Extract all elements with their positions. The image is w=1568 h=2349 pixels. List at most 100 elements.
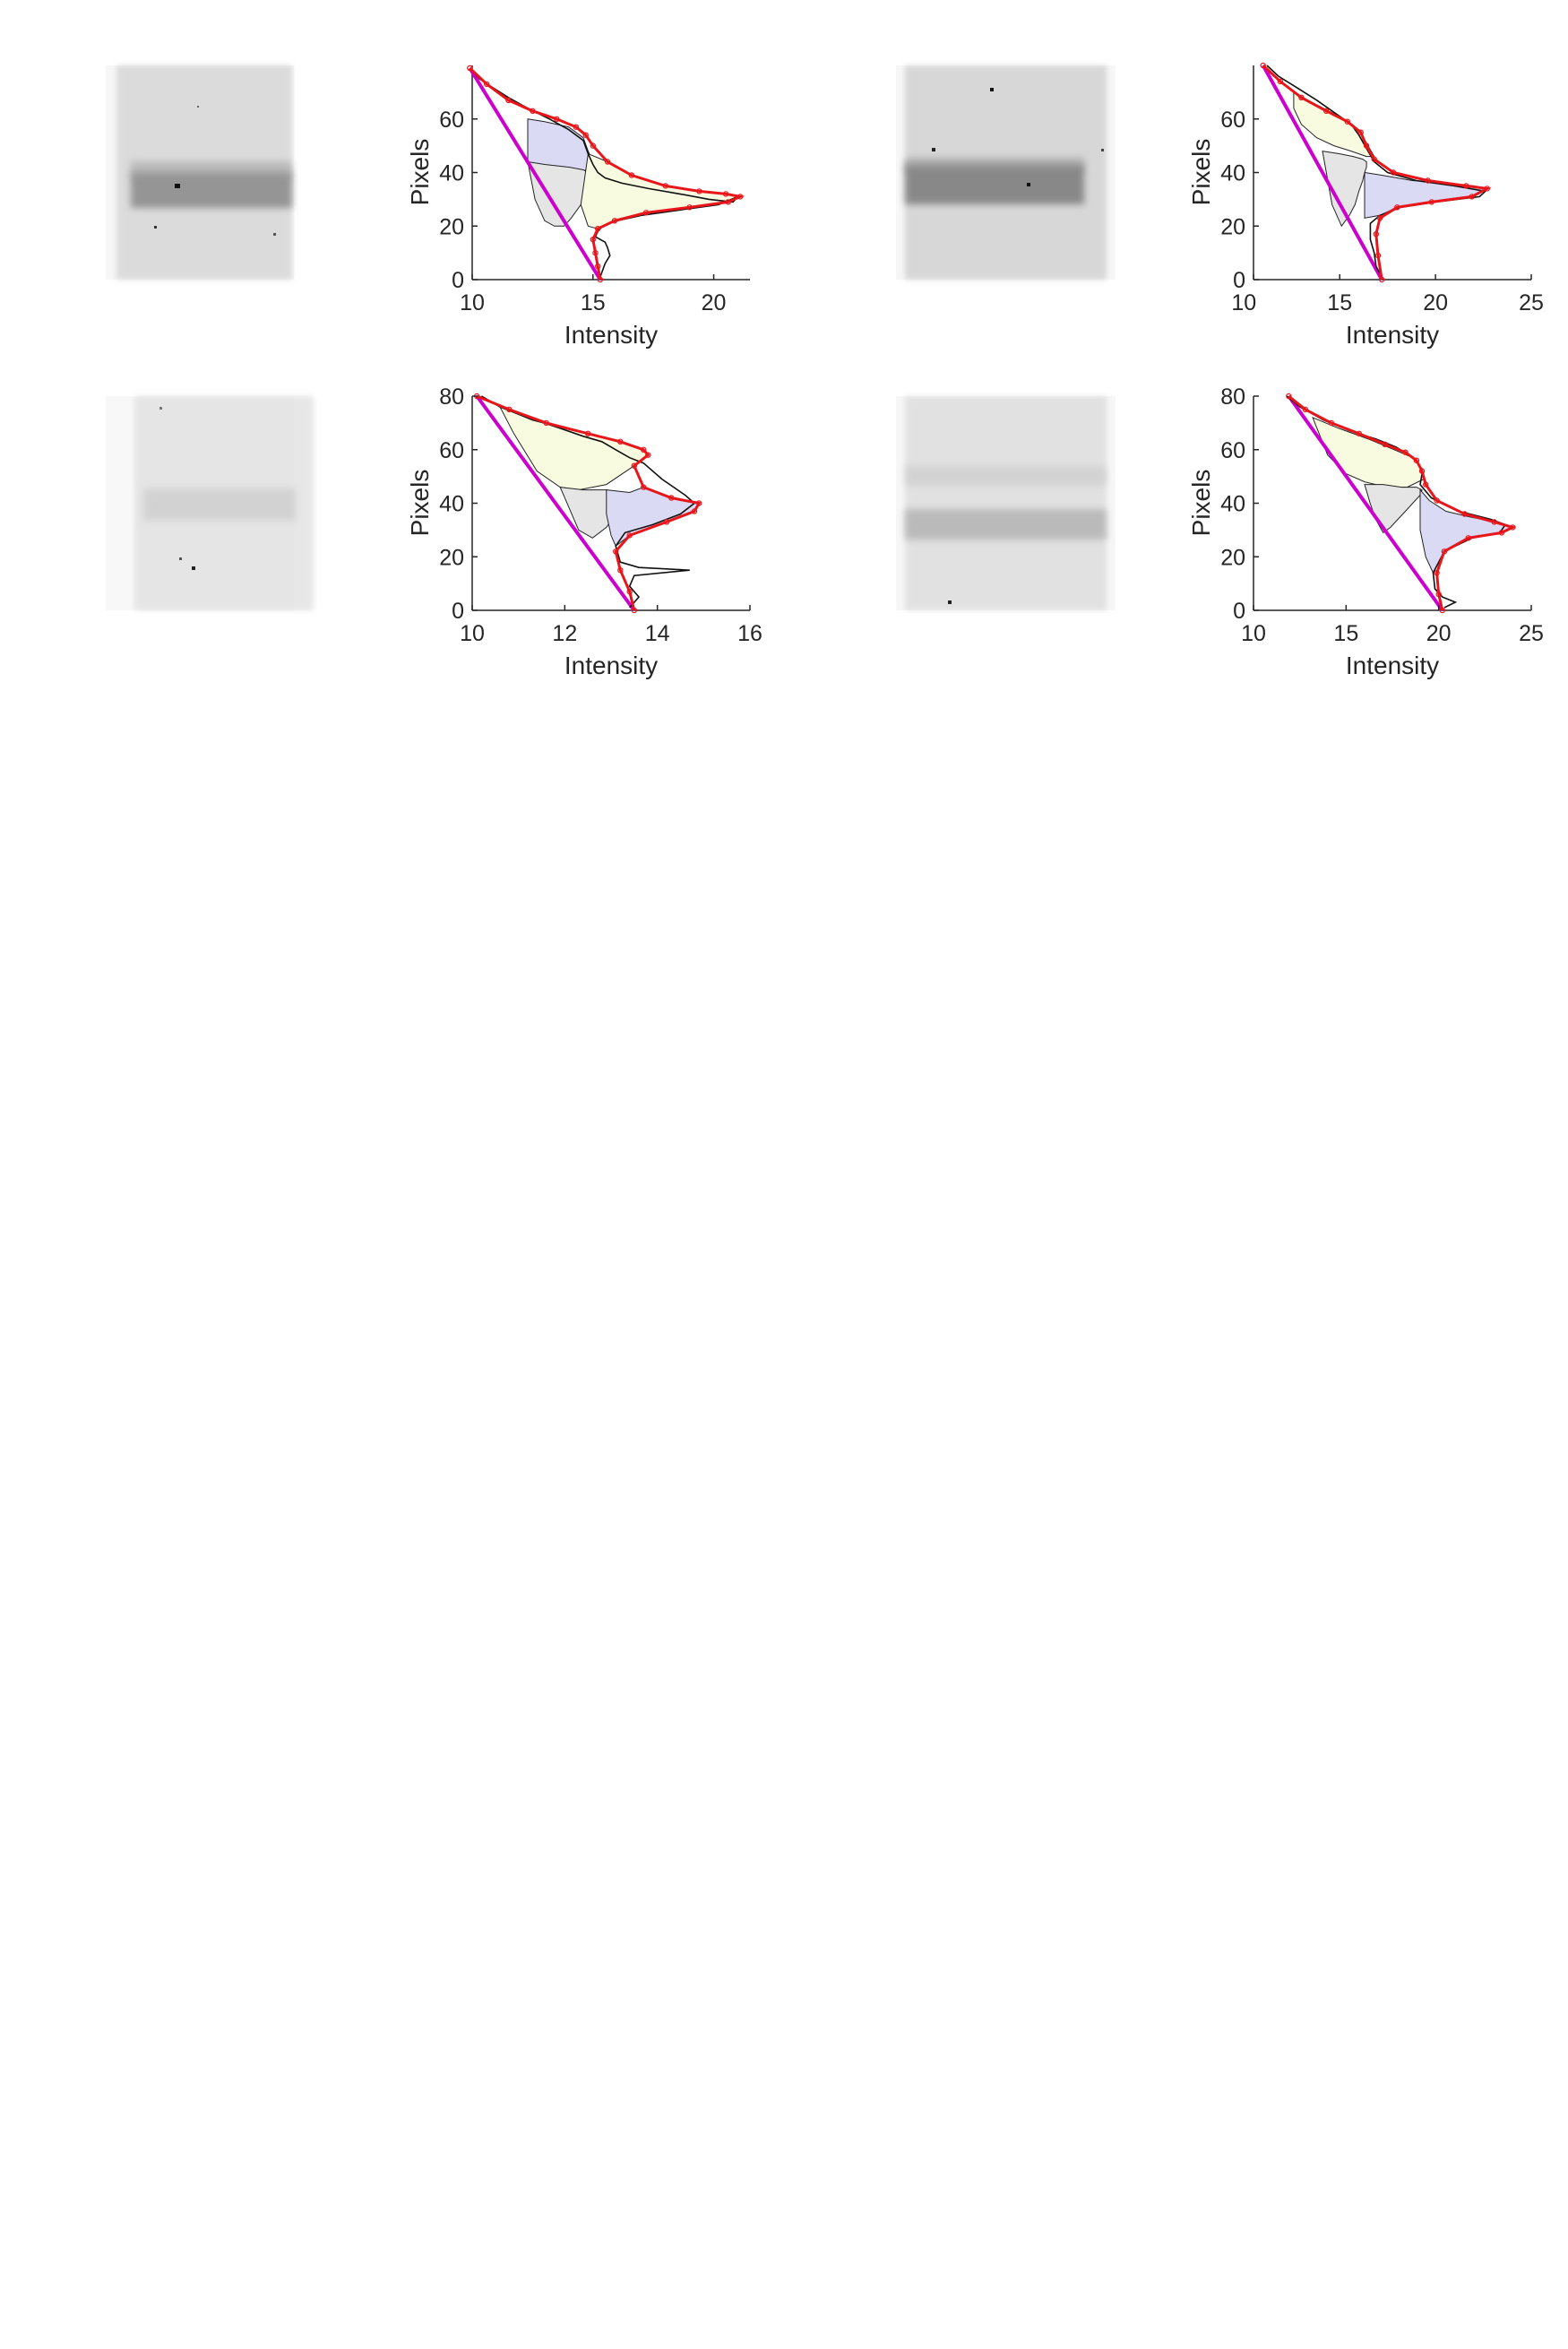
fit-point [1434, 497, 1440, 504]
fit-point [668, 495, 675, 501]
peak-area-2 [1322, 150, 1367, 228]
fit-point [722, 191, 729, 197]
fit-point [617, 567, 624, 574]
fit-line [1288, 394, 1517, 611]
y-tick-label: 0 [452, 268, 464, 293]
y-tick-label: 60 [439, 438, 464, 463]
y-tick-label: 80 [1220, 384, 1245, 410]
fit-point [1302, 406, 1309, 413]
fit-point [725, 199, 731, 205]
x-tick-label: 10 [1241, 621, 1266, 646]
y-tick-label: 40 [1220, 161, 1245, 186]
fit-point [613, 548, 619, 555]
gel-image-r2c3 [896, 396, 1116, 610]
fit-point [1498, 530, 1505, 536]
fit-point [1461, 511, 1468, 517]
y-tick-label: 40 [1220, 492, 1245, 517]
fit-point [1260, 62, 1266, 69]
fit-line [469, 66, 745, 281]
peak-area-3 [1293, 91, 1375, 158]
x-axis-label: Intensity [1346, 652, 1439, 679]
y-axis-label: Pixels [406, 139, 434, 206]
fit-point [1425, 177, 1431, 184]
profile-plot-3: 10 12 14 16 0 20 40 60 80 Intensity Pixels [406, 384, 762, 679]
x-tick-label: 10 [460, 290, 485, 315]
baseline-line [1287, 394, 1444, 612]
fit-point [1390, 169, 1397, 176]
fit-point [686, 204, 693, 211]
fit-point [1413, 457, 1420, 463]
fit-point [597, 276, 604, 283]
fit-point [617, 438, 624, 445]
fit-point [1469, 194, 1475, 200]
fit-point [696, 500, 702, 506]
fit-point [585, 430, 591, 436]
x-tick-label: 10 [460, 621, 485, 646]
y-tick-label: 40 [439, 492, 464, 517]
y-tick-label: 0 [452, 599, 464, 624]
y-tick-label: 80 [439, 384, 464, 410]
fit-point [628, 172, 635, 178]
fit-point [530, 108, 536, 115]
fit-point [1322, 108, 1330, 115]
y-tick-label: 0 [1233, 599, 1245, 624]
fit-point [1402, 449, 1409, 455]
fit-point [1484, 186, 1491, 192]
x-tick-label: 16 [737, 621, 762, 646]
fit-point [696, 188, 702, 194]
fit-point [1328, 419, 1335, 427]
x-tick-label: 15 [581, 290, 606, 315]
fit-point [611, 218, 618, 224]
fit-point [595, 225, 601, 232]
fit-point [1356, 430, 1363, 436]
fit-point [663, 519, 670, 525]
peak-area-1 [498, 406, 650, 491]
x-tick-label: 15 [1333, 621, 1358, 646]
fit-point [641, 446, 647, 453]
fit-point [1378, 276, 1385, 283]
fit-point [1371, 156, 1377, 162]
fit-point [737, 194, 744, 200]
y-tick-label: 40 [439, 161, 464, 186]
fit-point [543, 419, 549, 427]
y-tick-label: 60 [1220, 438, 1245, 463]
x-tick-label: 14 [645, 621, 670, 646]
fit-point [1277, 78, 1284, 85]
x-axis-label: Intensity [564, 652, 658, 679]
fit-line [1262, 64, 1492, 281]
baseline-line [475, 394, 636, 612]
fit-point [1418, 468, 1426, 474]
fit-point [1376, 215, 1383, 221]
fit-point [641, 484, 647, 490]
fit-point [582, 132, 589, 138]
x-tick-label: 12 [552, 621, 577, 646]
baseline-line [468, 66, 602, 281]
gel-image-r2c1 [106, 396, 314, 610]
fit-point [1422, 481, 1429, 488]
profile-plot-4: 10 15 20 25 0 20 40 60 80 Intensity Pixels [1187, 384, 1544, 679]
x-tick-label: 20 [702, 290, 727, 315]
fit-point [592, 249, 599, 256]
fit-point [467, 65, 473, 72]
fit-point [1374, 252, 1382, 259]
fit-point [484, 81, 490, 88]
y-tick-label: 20 [439, 545, 464, 570]
baseline-line [1261, 65, 1383, 281]
fit-point [1434, 570, 1440, 576]
x-axis-label: Intensity [1346, 321, 1439, 349]
x-tick-label: 15 [1327, 290, 1352, 315]
fit-point [604, 159, 611, 165]
fit-point [642, 210, 650, 216]
fit-point [1363, 142, 1370, 149]
gel-image-r1c1 [106, 65, 294, 280]
fit-point [1394, 204, 1400, 211]
fit-point [1439, 607, 1446, 614]
y-tick-label: 0 [1233, 268, 1245, 293]
fit-point [645, 452, 651, 458]
fit-point [662, 183, 668, 189]
fit-point [631, 607, 638, 614]
fit-point [1286, 393, 1292, 400]
peak-area-3 [1419, 488, 1514, 574]
y-axis-label: Pixels [1187, 139, 1215, 206]
fit-point [1435, 591, 1442, 598]
